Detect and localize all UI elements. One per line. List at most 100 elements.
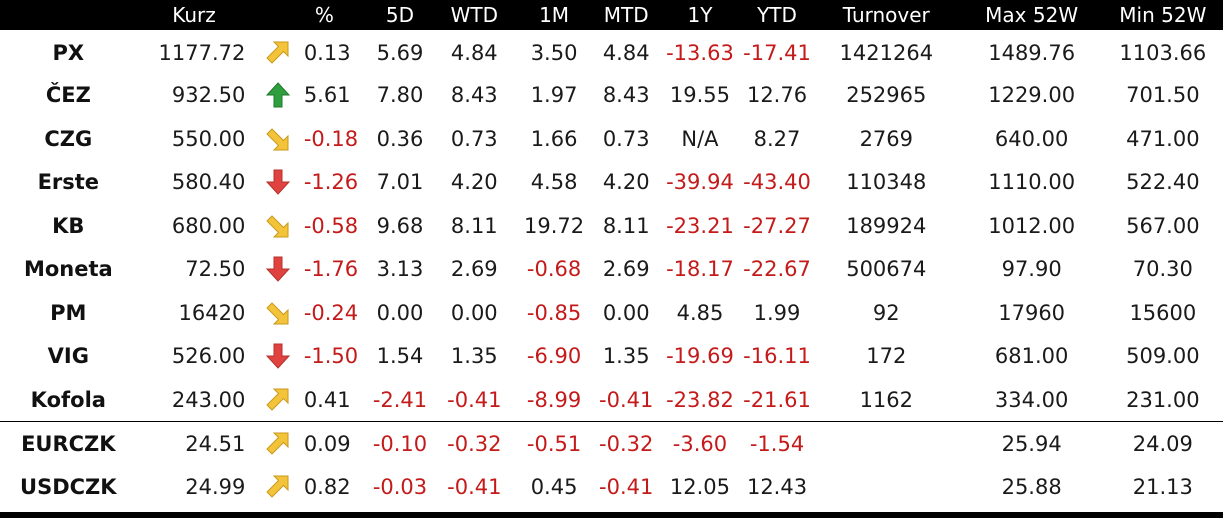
cell-1y: 12.05 xyxy=(669,474,731,499)
table-row: Kofola 243.00 0.41 -2.41 -0.41 -8.99 -0.41 -23.… xyxy=(0,378,1223,422)
header-1y: 1Y xyxy=(687,3,713,27)
table-row: PX 1177.72 0.13 5.69 4.84 3.50 4.84 -13.63 -17.4… xyxy=(0,30,1223,74)
cell-arrow xyxy=(251,335,303,379)
cell-arrow xyxy=(251,117,303,161)
cell-turnover xyxy=(811,421,961,465)
cell-arrow xyxy=(251,465,303,509)
cell-wtd: 8.11 xyxy=(450,213,498,238)
cell-min52: 70.30 xyxy=(1132,257,1193,282)
cell-max52: 1489.76 xyxy=(988,40,1076,65)
table-row: USDCZK 24.99 0.82 -0.03 -0.41 0.45 -0.41 12.05 1… xyxy=(0,465,1223,509)
cell-ytd: 1.99 xyxy=(753,300,801,325)
cell-1y: 4.85 xyxy=(676,300,724,325)
arrow-down-right-icon xyxy=(263,125,293,153)
arrow-up-right-icon xyxy=(263,39,293,67)
table-row: Moneta 72.50 -1.76 3.13 2.69 -0.68 2.69 -18.17-… xyxy=(0,248,1223,292)
header-arrow xyxy=(251,0,303,30)
cell-arrow xyxy=(251,204,303,248)
arrow-up-right-icon xyxy=(263,473,293,501)
cell-pct: 0.82 xyxy=(303,474,351,499)
table-body: PX 1177.72 0.13 5.69 4.84 3.50 4.84 -13.63 -17.4… xyxy=(0,30,1223,509)
cell-max52: 681.00 xyxy=(994,344,1069,369)
cell-turnover: 92 xyxy=(872,300,900,325)
cell-1y: -39.94 xyxy=(666,170,734,195)
cell-kurz: 526.00 xyxy=(171,344,246,369)
cell-wtd: 8.43 xyxy=(450,83,498,108)
cell-name: USDCZK xyxy=(20,474,117,499)
cell-kurz: 550.00 xyxy=(171,126,246,151)
table-row: KB 680.00 -0.58 9.68 8.11 19.72 8.11 -23.21 -27.… xyxy=(0,204,1223,248)
cell-pct: 0.41 xyxy=(303,387,351,412)
cell-kurz: 24.99 xyxy=(185,474,246,499)
header-wtd: WTD xyxy=(450,3,498,27)
cell-name: Kofola xyxy=(30,387,106,412)
cell-5d: 5.69 xyxy=(376,40,424,65)
cell-mtd: 4.20 xyxy=(602,170,650,195)
cell-arrow xyxy=(251,421,304,465)
cell-min52: 24.09 xyxy=(1102,421,1223,465)
cell-min52: 1103.66 xyxy=(1119,40,1207,65)
cell-5d: 7.80 xyxy=(376,83,424,108)
cell-name: CZG xyxy=(44,126,93,151)
header-name xyxy=(0,0,137,30)
cell-turnover: 500674 xyxy=(846,257,927,282)
cell-turnover: 172 xyxy=(866,344,907,369)
cell-1m: -0.51 xyxy=(513,421,595,465)
cell-1m: 19.72 xyxy=(524,213,585,238)
cell-max52: 334.00 xyxy=(994,387,1069,412)
table-row: Erste 580.40 -1.26 7.01 4.20 4.58 4.20 -39.94 -4… xyxy=(0,161,1223,205)
cell-turnover xyxy=(812,465,961,509)
cell-wtd: -0.32 xyxy=(434,421,514,465)
header-max52: Max 52W xyxy=(985,3,1079,27)
cell-ytd: -43.40 xyxy=(743,170,811,195)
cell-1y: -19.69 xyxy=(666,344,734,369)
cell-name: ČEZ xyxy=(45,83,91,108)
cell-1y: -18.17 xyxy=(666,257,734,282)
cell-pct: 0.09 xyxy=(303,421,366,465)
cell-arrow xyxy=(251,74,303,118)
header-turnover: Turnover xyxy=(842,3,930,27)
cell-1m: 1.97 xyxy=(530,83,578,108)
cell-5d: -0.03 xyxy=(372,474,428,499)
table-row: VIG 526.00 -1.50 1.54 1.35 -6.90 1.35 -19.69 -16… xyxy=(0,335,1223,379)
cell-arrow xyxy=(251,378,303,422)
cell-pct: 5.61 xyxy=(303,83,351,108)
header-row: Kurz % 5D WTD 1M MTD 1Y YTD Turnover Max… xyxy=(0,0,1223,30)
cell-turnover: 189924 xyxy=(846,213,927,238)
cell-arrow xyxy=(251,30,303,74)
cell-1y: 19.55 xyxy=(669,83,731,108)
cell-wtd: -0.41 xyxy=(447,474,502,499)
cell-1y: -13.63 xyxy=(666,40,734,65)
cell-name: Moneta xyxy=(23,257,113,282)
cell-5d: -0.10 xyxy=(365,421,435,465)
cell-ytd: -22.67 xyxy=(743,257,811,282)
cell-5d: 9.68 xyxy=(376,213,424,238)
arrow-down-right-icon xyxy=(263,299,293,327)
cell-kurz: 1177.72 xyxy=(158,40,246,65)
cell-ytd: -21.61 xyxy=(743,387,811,412)
cell-kurz: 24.51 xyxy=(136,421,252,465)
cell-1m: -8.99 xyxy=(526,387,582,412)
arrow-up-right-icon xyxy=(263,430,293,458)
cell-mtd: 8.43 xyxy=(602,83,650,108)
header-kurz: Kurz xyxy=(172,3,216,27)
header-5d: 5D xyxy=(385,3,415,27)
cell-mtd: 2.69 xyxy=(602,257,650,282)
header-1m: 1M xyxy=(539,3,570,27)
cell-1m: 0.45 xyxy=(530,474,578,499)
cell-wtd: 4.20 xyxy=(450,170,498,195)
cell-pct: -1.76 xyxy=(303,257,359,282)
header-pct: % xyxy=(314,3,334,27)
cell-1m: -0.68 xyxy=(526,257,582,282)
cell-turnover: 1421264 xyxy=(839,40,934,65)
cell-ytd: -16.11 xyxy=(743,344,811,369)
cell-max52: 17960 xyxy=(998,300,1066,325)
cell-wtd: 4.84 xyxy=(450,40,498,65)
cell-kurz: 243.00 xyxy=(171,387,246,412)
cell-max52: 97.90 xyxy=(1001,257,1062,282)
cell-mtd: 1.35 xyxy=(602,344,650,369)
cell-mtd: -0.41 xyxy=(599,387,654,412)
cell-arrow xyxy=(251,248,303,292)
